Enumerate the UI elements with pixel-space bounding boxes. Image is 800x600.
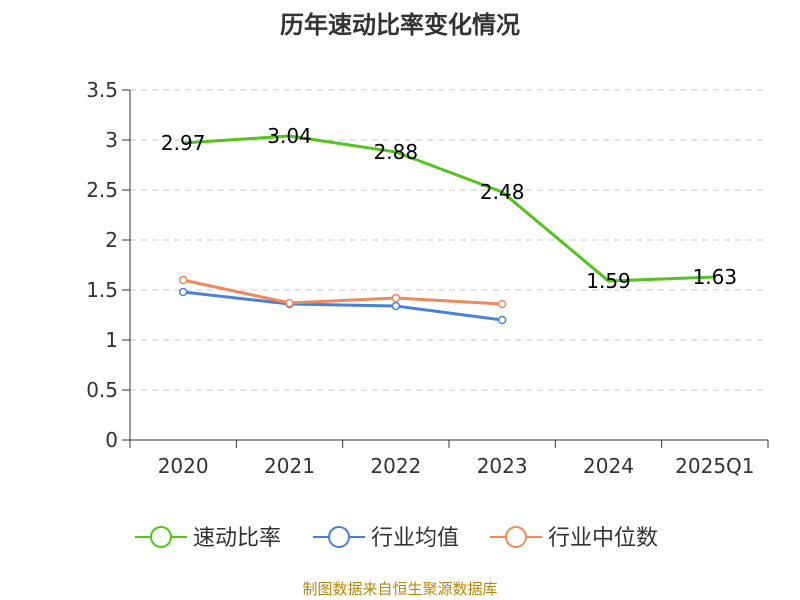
data-point: [497, 315, 507, 325]
y-tick-label: 2: [105, 228, 118, 252]
data-label: 2.97: [161, 131, 206, 155]
y-tick-label: 1.5: [86, 278, 118, 302]
legend-marker: [328, 526, 350, 548]
x-tick-label: 2025Q1: [675, 454, 754, 478]
series-line: [183, 134, 715, 283]
data-point: [285, 298, 294, 308]
y-tick-label: 1: [105, 328, 118, 352]
series-line: [182, 290, 503, 322]
x-tick-label: 2021: [264, 454, 315, 478]
data-point: [497, 299, 507, 309]
legend-label: 行业中位数: [548, 526, 658, 551]
y-tick-label: 0.5: [86, 378, 118, 402]
data-label: 3.04: [267, 124, 312, 148]
y-tick-label: 3: [105, 128, 118, 152]
data-point: [391, 301, 401, 311]
x-tick-label: 2024: [583, 454, 634, 478]
x-tick-label: 2022: [370, 454, 421, 478]
data-point: [391, 293, 401, 303]
data-label: 2.88: [374, 140, 419, 164]
y-tick-label: 0: [105, 428, 118, 452]
x-tick-label: 2020: [158, 454, 209, 478]
legend-marker: [505, 526, 527, 548]
legend-label: 行业均值: [371, 526, 459, 551]
legend-marker: [150, 526, 172, 548]
legend: 速动比率 行业均值 行业中位数: [135, 526, 658, 551]
y-tick-label: 3.5: [86, 78, 118, 102]
chart-title: 历年速动比率变化情况: [280, 11, 520, 39]
y-tick-label: 2.5: [86, 178, 118, 202]
data-point: [178, 287, 188, 297]
x-tick-label: 2023: [477, 454, 528, 478]
data-label: 2.48: [480, 180, 525, 204]
source-note: 制图数据来自恒生聚源数据库: [302, 580, 497, 598]
grid-lines: [130, 89, 768, 391]
legend-label: 速动比率: [193, 526, 281, 551]
series-group: 2.97 3.04 2.88 2.48 1.59 1.63: [161, 124, 738, 325]
data-point: [178, 275, 188, 285]
data-label: 1.59: [586, 269, 631, 293]
data-label: 1.63: [693, 265, 738, 289]
axes: 0 0.5 1 1.5 2 2.5 3 3.5 2020 2021 2022 2023 2024 2025…: [86, 78, 769, 478]
series-line: [182, 278, 503, 306]
